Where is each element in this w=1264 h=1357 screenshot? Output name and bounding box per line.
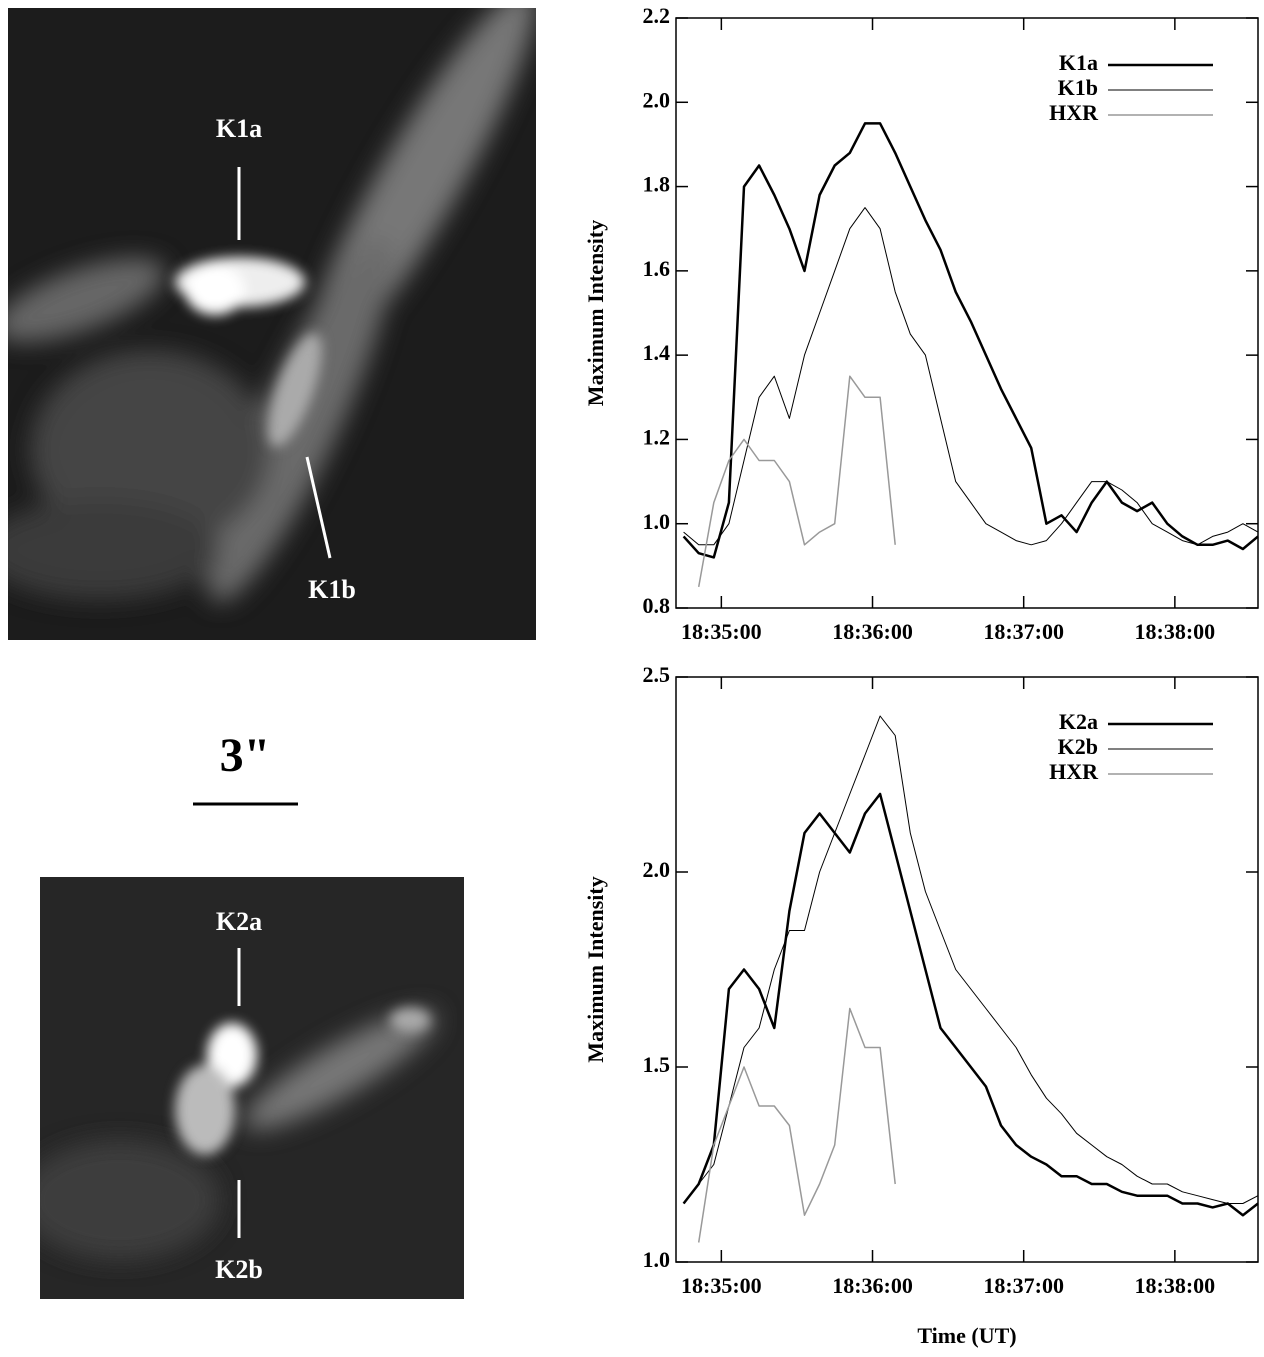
image-label: K2a <box>216 907 262 936</box>
x-tick-label: 18:35:00 <box>681 1273 762 1298</box>
y-axis-label: Maximum Intensity <box>583 876 608 1062</box>
scale-bar-label: 3" <box>220 729 271 782</box>
legend-label: K2b <box>1058 734 1098 759</box>
legend-label: HXR <box>1049 759 1099 784</box>
legend-label: K2a <box>1059 709 1098 734</box>
y-axis-label: Maximum Intensity <box>583 220 608 406</box>
series-line <box>682 122 1259 559</box>
x-tick-label: 18:37:00 <box>983 1273 1064 1298</box>
y-tick-label: 1.0 <box>643 509 671 534</box>
image-bottom: K2a K2b <box>40 877 464 1299</box>
x-tick-label: 18:36:00 <box>832 1273 913 1298</box>
y-tick-label: 2.2 <box>643 3 671 28</box>
series-line <box>697 375 896 588</box>
y-tick-label: 0.8 <box>643 593 671 618</box>
series-line <box>697 1007 896 1243</box>
y-tick-label: 1.2 <box>643 424 671 449</box>
y-tick-label: 1.4 <box>643 340 671 365</box>
series-line <box>682 792 1259 1217</box>
y-tick-label: 1.5 <box>643 1052 671 1077</box>
image-top: K1a K1b <box>8 8 536 640</box>
series-line <box>683 715 1259 1204</box>
y-tick-label: 2.5 <box>643 662 671 687</box>
series-line <box>683 207 1259 546</box>
y-tick-label: 1.0 <box>643 1247 671 1272</box>
legend-label: K1a <box>1059 50 1098 75</box>
x-tick-label: 18:38:00 <box>1135 619 1216 644</box>
image-label: K1b <box>308 575 356 604</box>
plot-frame <box>675 17 1259 609</box>
legend-label: HXR <box>1049 100 1099 125</box>
y-tick-label: 2.0 <box>643 87 671 112</box>
image-label: K2b <box>215 1255 263 1284</box>
y-tick-label: 1.6 <box>643 256 671 281</box>
x-tick-label: 18:35:00 <box>681 619 762 644</box>
y-tick-label: 2.0 <box>643 857 671 882</box>
x-axis-label: Time (UT) <box>917 1323 1016 1348</box>
x-tick-label: 18:37:00 <box>983 619 1064 644</box>
plot-frame <box>675 676 1259 1263</box>
legend-label: K1b <box>1058 75 1098 100</box>
image-label: K1a <box>216 114 262 143</box>
x-tick-label: 18:38:00 <box>1135 1273 1216 1298</box>
y-tick-label: 1.8 <box>643 172 671 197</box>
x-tick-label: 18:36:00 <box>832 619 913 644</box>
